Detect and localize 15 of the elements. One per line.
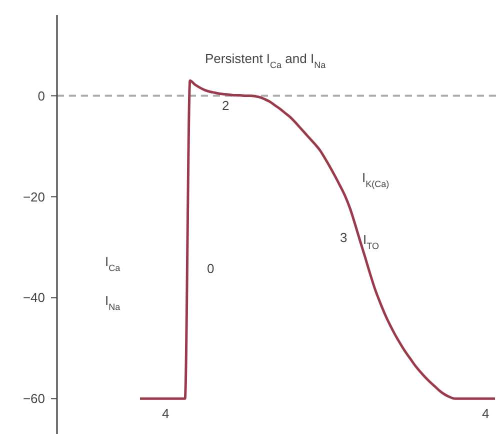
annotation: I$_{TO}$ (363, 232, 379, 251)
y-tick-label: −60 (22, 391, 45, 406)
y-tick-label: −20 (22, 189, 45, 204)
y-tick-label: 0 (38, 88, 45, 104)
annotation: 2 (222, 98, 230, 113)
text: I$_{Ca}$ (105, 254, 120, 273)
annotation: Persistent I$_{Ca}$ and I$_{Na}$ (205, 51, 326, 70)
y-tick-label: −40 (22, 290, 45, 306)
annotation: 0 (207, 261, 214, 276)
text: I$_{Na}$ (105, 293, 120, 312)
annotation: 4 (162, 406, 170, 421)
annotation: 4 (482, 406, 490, 421)
annotation: 3 (340, 230, 348, 245)
line-series (138, 79, 496, 400)
annotation: I$_{K(Ca)}$ (362, 170, 390, 189)
